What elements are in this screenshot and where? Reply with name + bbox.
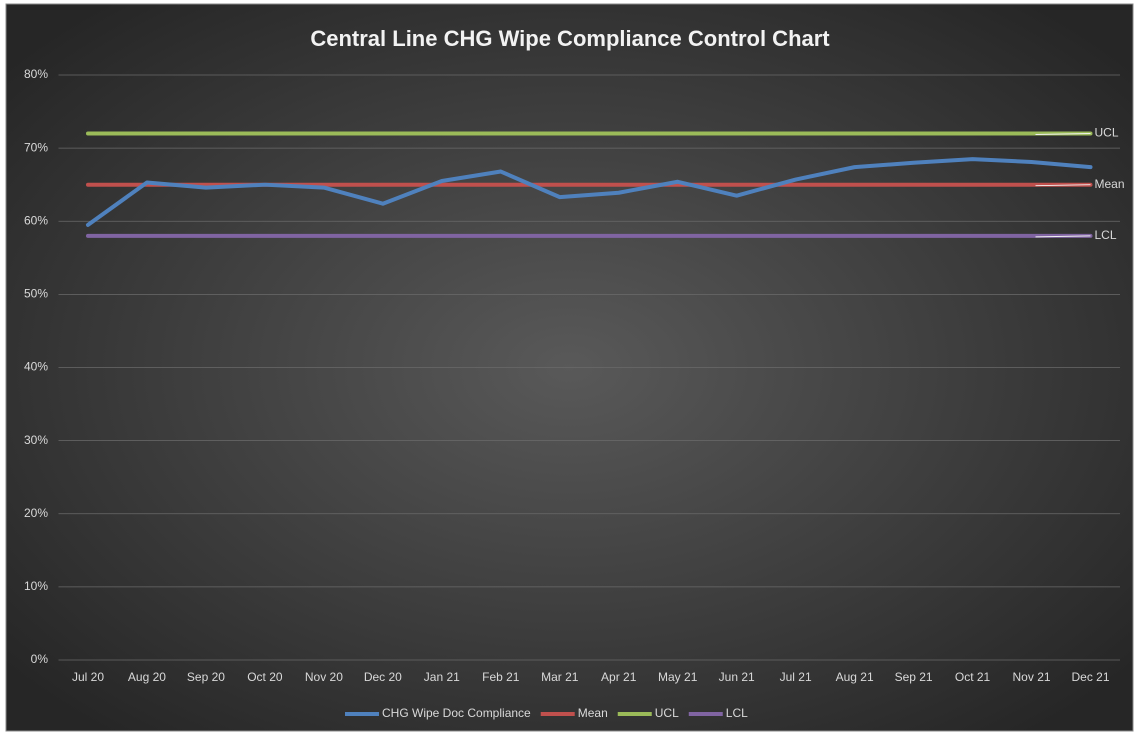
legend-label: Mean bbox=[578, 706, 608, 720]
x-tick-label: Dec 21 bbox=[1071, 670, 1109, 684]
x-tick-label: Mar 21 bbox=[541, 670, 579, 684]
x-tick-label: Aug 21 bbox=[836, 670, 874, 684]
x-tick-label: Jul 20 bbox=[72, 670, 104, 684]
y-tick-label: 40% bbox=[24, 360, 48, 374]
x-tick-label: Sep 21 bbox=[895, 670, 933, 684]
x-tick-label: Jul 21 bbox=[780, 670, 812, 684]
x-tick-label: Apr 21 bbox=[601, 670, 637, 684]
label-leader bbox=[1035, 235, 1091, 238]
label-leader bbox=[1035, 184, 1091, 187]
x-tick-label: Jun 21 bbox=[719, 670, 755, 684]
y-tick-label: 70% bbox=[24, 140, 48, 154]
end-label: Mean bbox=[1095, 177, 1125, 191]
y-tick-label: 20% bbox=[24, 506, 48, 520]
x-tick-label: Dec 20 bbox=[364, 670, 402, 684]
x-tick-label: Nov 21 bbox=[1013, 670, 1051, 684]
x-tick-label: Oct 20 bbox=[247, 670, 283, 684]
x-tick-label: Aug 20 bbox=[128, 670, 166, 684]
legend-label: CHG Wipe Doc Compliance bbox=[382, 706, 531, 720]
y-tick-label: 60% bbox=[24, 213, 48, 227]
y-tick-label: 50% bbox=[24, 287, 48, 301]
x-tick-label: May 21 bbox=[658, 670, 698, 684]
x-tick-label: Feb 21 bbox=[482, 670, 520, 684]
label-leader bbox=[1035, 133, 1091, 135]
x-tick-label: Sep 20 bbox=[187, 670, 225, 684]
y-tick-label: 0% bbox=[31, 652, 49, 666]
legend-label: LCL bbox=[726, 706, 748, 720]
end-label: LCL bbox=[1095, 228, 1117, 242]
end-label: UCL bbox=[1095, 126, 1119, 140]
x-tick-label: Nov 20 bbox=[305, 670, 343, 684]
legend-label: UCL bbox=[655, 706, 679, 720]
chart-title: Central Line CHG Wipe Compliance Control… bbox=[310, 26, 830, 51]
y-tick-label: 80% bbox=[24, 67, 48, 81]
series-line bbox=[85, 157, 1093, 227]
y-tick-label: 10% bbox=[24, 579, 48, 593]
y-tick-label: 30% bbox=[24, 433, 48, 447]
x-tick-label: Oct 21 bbox=[955, 670, 991, 684]
x-tick-label: Jan 21 bbox=[424, 670, 460, 684]
